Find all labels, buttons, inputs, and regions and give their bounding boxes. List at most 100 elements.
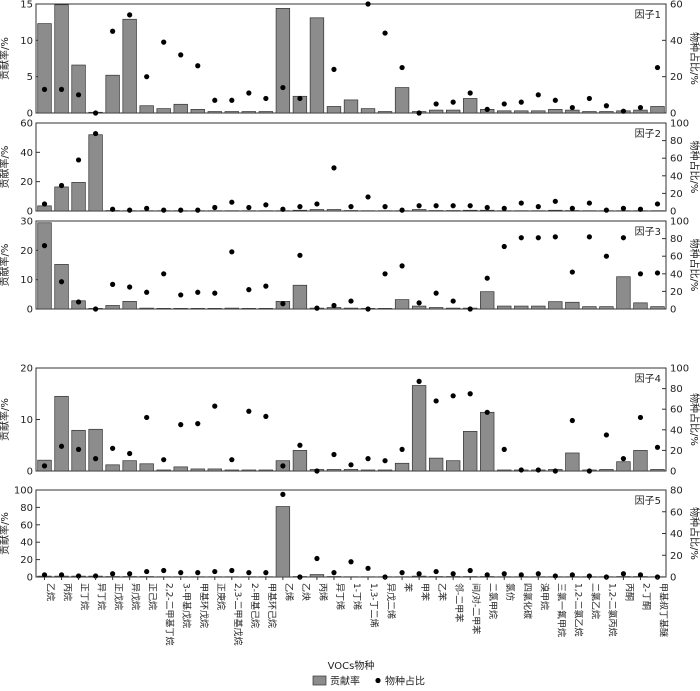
- category-label: 甲苯: [419, 583, 431, 601]
- bar: [428, 457, 444, 472]
- dot: [637, 572, 644, 578]
- dot: [433, 568, 439, 575]
- dot: [518, 200, 524, 206]
- dot: [263, 202, 269, 208]
- dot: [433, 398, 439, 404]
- dot: [416, 378, 422, 384]
- bar: [326, 106, 342, 114]
- right-tick-label: 60: [670, 252, 683, 263]
- bar: [37, 222, 52, 310]
- bar: [258, 308, 274, 310]
- right-tick-label: 20: [670, 551, 683, 562]
- dot: [314, 468, 320, 474]
- bar: [343, 99, 359, 114]
- dot: [518, 572, 524, 578]
- bar: [105, 464, 120, 472]
- dot: [195, 63, 201, 69]
- dot: [586, 234, 592, 240]
- bar: [446, 307, 461, 310]
- panel-title: 因子4: [635, 373, 661, 385]
- dot: [161, 567, 167, 574]
- dot: [75, 157, 82, 163]
- dot: [110, 28, 116, 34]
- dot: [127, 571, 133, 577]
- dot: [535, 571, 541, 577]
- category-label: 邻-二甲苯: [453, 583, 465, 622]
- bar: [105, 305, 120, 310]
- bar: [548, 301, 563, 310]
- bar: [531, 110, 546, 114]
- right-tick-label: 0: [670, 467, 676, 478]
- category-label: 异戊烷: [130, 583, 142, 610]
- dot: [229, 97, 235, 103]
- left-tick-label: 30: [20, 217, 33, 228]
- bar: [480, 209, 495, 212]
- dot: [399, 570, 405, 576]
- dot: [654, 270, 661, 276]
- category-label: 1,3-丁二烯: [368, 583, 380, 628]
- bar: [531, 305, 546, 310]
- right-tick-label: 20: [670, 72, 683, 83]
- dot: [280, 491, 286, 497]
- bar: [275, 506, 291, 578]
- dot: [637, 104, 644, 111]
- right-tick-label: 0: [670, 207, 676, 218]
- dot: [365, 565, 371, 571]
- bar: [565, 109, 580, 114]
- bar: [463, 98, 478, 114]
- dot: [399, 64, 405, 71]
- panel-frame: [35, 220, 667, 310]
- dot: [484, 275, 490, 281]
- dot: [212, 97, 218, 103]
- bar: [377, 308, 393, 310]
- dot: [433, 101, 439, 107]
- dot: [127, 207, 133, 213]
- dot: [467, 567, 473, 574]
- bar: [633, 302, 648, 310]
- dot: [144, 289, 150, 295]
- bar: [616, 276, 631, 310]
- category-label: 正戊烷: [113, 583, 125, 610]
- bar: [207, 468, 222, 472]
- dot: [535, 467, 541, 473]
- dot: [637, 414, 644, 421]
- dot: [552, 573, 558, 579]
- dot: [331, 302, 337, 309]
- dot: [382, 458, 388, 464]
- dot: [58, 572, 65, 578]
- bar: [582, 111, 597, 114]
- category-label: 氯仿: [504, 583, 516, 601]
- dot: [144, 205, 150, 211]
- category-label: 3-甲基戊烷: [181, 583, 193, 628]
- panel-title: 因子1: [635, 9, 661, 21]
- dot: [586, 573, 592, 579]
- dot: [41, 572, 48, 578]
- category-label: 异戊二烯: [385, 583, 397, 619]
- dot: [212, 290, 218, 296]
- left-tick-label: 100: [14, 486, 33, 497]
- dot: [144, 568, 150, 575]
- panel-title: 因子3: [635, 226, 661, 238]
- right-tick-label: 20: [670, 287, 683, 298]
- dot: [450, 99, 456, 105]
- dot: [535, 235, 541, 241]
- dot: [314, 305, 320, 311]
- category-label: 正己烷: [147, 583, 159, 610]
- bar: [514, 305, 529, 310]
- dot: [110, 281, 116, 287]
- left-tick-label: 0: [27, 207, 33, 218]
- bar: [190, 308, 205, 310]
- bar: [582, 306, 597, 310]
- dot: [280, 84, 286, 91]
- bar: [565, 452, 580, 472]
- bar: [394, 87, 410, 114]
- category-label: 异丁烯: [334, 583, 346, 610]
- dot: [41, 243, 48, 249]
- bar: [428, 109, 444, 114]
- bar: [497, 110, 512, 114]
- right-axis-title: 物种占比/%: [688, 141, 700, 194]
- dot: [501, 571, 507, 577]
- bar: [548, 109, 563, 114]
- dot: [314, 201, 320, 207]
- dot: [246, 408, 252, 414]
